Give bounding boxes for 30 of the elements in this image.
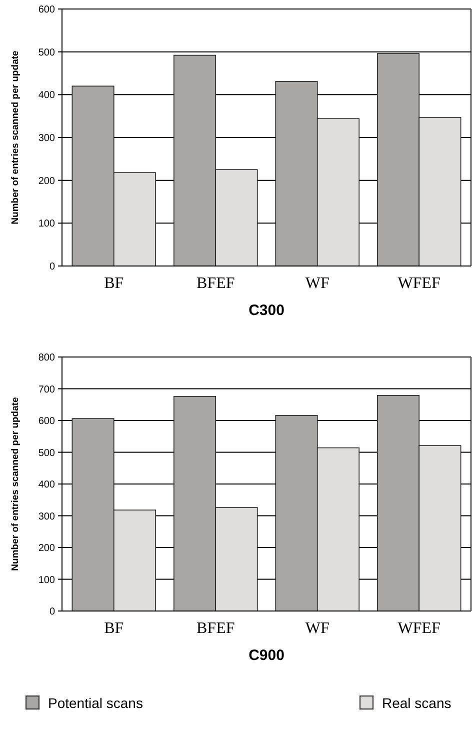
y-tick-label: 400 [38, 90, 56, 102]
y-axis-title: Number of entries scanned per update [10, 397, 21, 571]
y-tick-label: 600 [38, 4, 56, 16]
x-tick-label: BF [104, 620, 124, 637]
y-axis-title: Number of entries scanned per update [10, 50, 21, 224]
y-tick-label: 600 [38, 416, 56, 427]
x-tick-label: WFEF [398, 620, 441, 637]
y-tick-label: 700 [38, 384, 56, 396]
y-tick-label: 0 [49, 262, 56, 272]
x-tick-label: BFEF [196, 620, 235, 637]
x-tick-label: WFEF [398, 275, 441, 292]
legend-label: Potential scans [48, 694, 143, 711]
y-tick-label: 200 [38, 543, 56, 554]
x-tick-label: BFEF [196, 275, 235, 292]
y-tick-label: 100 [38, 218, 56, 230]
y-tick-label: 100 [38, 574, 56, 586]
y-tick-label: 300 [38, 511, 56, 522]
y-tick-label: 500 [38, 47, 56, 58]
x-tick-label: WF [305, 620, 330, 637]
text: C300 [248, 302, 284, 319]
text: C900 [248, 647, 284, 664]
y-tick-label: 300 [38, 133, 56, 144]
y-tick-label: 200 [38, 176, 56, 187]
legend-label: Real scans [382, 694, 452, 711]
y-tick-label: 0 [49, 606, 56, 618]
x-tick-label: WF [305, 275, 330, 292]
y-tick-label: 500 [38, 448, 56, 459]
y-tick-label: 400 [38, 480, 56, 490]
x-tick-label: BF [104, 275, 124, 292]
y-tick-label: 800 [38, 352, 56, 364]
